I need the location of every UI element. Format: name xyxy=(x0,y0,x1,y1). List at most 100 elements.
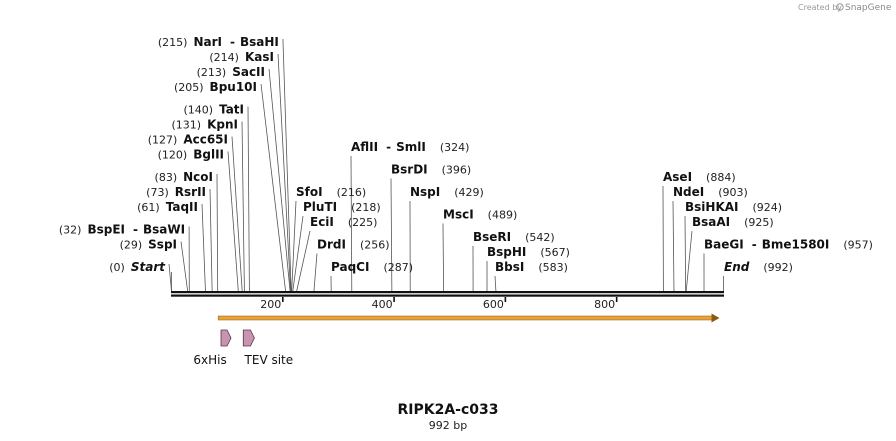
tick-label-800: 800 xyxy=(594,298,615,311)
site-nspI: NspI (429) xyxy=(410,185,484,199)
snapgene-logo-icon xyxy=(836,3,844,11)
feature-arrow-6xhis xyxy=(220,329,232,347)
site-name: BbsI xyxy=(495,260,524,274)
site-line-narI xyxy=(282,38,292,292)
snapgene-logo: Created by SnapGene xyxy=(798,3,892,13)
site-line-pluTI xyxy=(292,215,304,292)
site-position: (218) xyxy=(351,201,381,214)
site-name: Start xyxy=(131,260,166,274)
site-position: (924) xyxy=(753,201,783,214)
site-bpu10I: Bpu10I (205) xyxy=(174,80,257,94)
site-position: (61) xyxy=(137,201,160,214)
site-position: (140) xyxy=(183,104,213,117)
site-lines xyxy=(168,38,724,292)
site-position: (83) xyxy=(155,171,178,184)
site-line-bsiHKAI xyxy=(684,215,687,292)
site-line-bbsI xyxy=(494,275,497,292)
site-line-bsrDI xyxy=(390,178,393,292)
site-name: BsiHKAI xyxy=(685,200,739,214)
site-position: (215) xyxy=(158,36,188,49)
site-name: SspI xyxy=(148,238,177,252)
site-name: BsaAI xyxy=(692,215,730,229)
feature-label-tev: TEV site xyxy=(244,353,294,367)
site-line-ncoI xyxy=(216,173,219,292)
site-position: (324) xyxy=(440,141,470,154)
site-baeGI: BaeGI - Bme1580I (957) xyxy=(704,238,873,252)
site-name: DrdI xyxy=(317,238,346,252)
site-line-kasI xyxy=(277,53,291,292)
site-aflII: AflII - SmlI (324) xyxy=(351,140,469,154)
tick-200 xyxy=(281,297,284,302)
site-position: (287) xyxy=(383,261,413,274)
site-position: (213) xyxy=(197,66,227,79)
feature-label-6xhis: 6xHis xyxy=(193,353,226,367)
site-position: (542) xyxy=(525,231,555,244)
site-tatI: TatI (140) xyxy=(183,103,244,117)
map-length: 992 bp xyxy=(429,419,467,432)
site-aseI: AseI (884) xyxy=(663,170,736,184)
site-paqCI: PaqCI (287) xyxy=(331,260,413,274)
site-line-ndeI xyxy=(672,200,675,292)
site-ndeI: NdeI (903) xyxy=(673,185,748,199)
site-line-taqII xyxy=(201,203,206,292)
tick-label-600: 600 xyxy=(483,298,504,311)
site-bsiHKAI: BsiHKAI (924) xyxy=(685,200,782,214)
site-name: EciI xyxy=(310,215,334,229)
site-dash: - xyxy=(752,238,757,252)
site-line-sfoI xyxy=(291,200,297,292)
site-line-aflII xyxy=(350,155,353,292)
site-position: (216) xyxy=(337,186,367,199)
site-name: SacII xyxy=(232,65,265,79)
site-position: (131) xyxy=(172,119,202,132)
site-name: BseRI xyxy=(473,230,511,244)
site-bsaAI: BsaAI (925) xyxy=(692,215,774,229)
site-position: (205) xyxy=(174,81,204,94)
site-partner-name: BsaWI xyxy=(143,223,185,237)
logo-name: SnapGene xyxy=(845,3,892,13)
site-position: (396) xyxy=(442,164,472,177)
site-position: (884) xyxy=(706,171,736,184)
site-name: BglII xyxy=(193,148,224,162)
site-bglII: BglII (120) xyxy=(158,148,224,162)
site-position: (73) xyxy=(146,186,169,199)
site-position: (429) xyxy=(454,186,484,199)
site-dash: - xyxy=(133,223,138,237)
site-mscI: MscI (489) xyxy=(443,208,517,222)
site-position: (925) xyxy=(744,216,774,229)
site-bsrDI: BsrDI (396) xyxy=(391,163,471,177)
site-drdI: DrdI (256) xyxy=(317,238,390,252)
site-bbsI: BbsI (583) xyxy=(495,260,568,274)
site-name: KasI xyxy=(245,50,274,64)
site-position: (957) xyxy=(843,239,873,252)
site-partner-name: BsaHI xyxy=(240,35,279,49)
site-position: (489) xyxy=(488,209,518,222)
site-name: NcoI xyxy=(183,170,213,184)
site-position: (120) xyxy=(158,149,188,162)
site-name: BsrDI xyxy=(391,163,428,177)
site-pluTI: PluTI (218) xyxy=(303,200,381,214)
site-name: PaqCI xyxy=(331,260,369,274)
site-narI: NarI (215) - BsaHI xyxy=(158,35,279,49)
site-position: (567) xyxy=(540,246,570,259)
site-line-kpnI xyxy=(241,121,245,292)
backbone-bottom-strand xyxy=(171,294,724,297)
site-position: (256) xyxy=(360,239,390,252)
site-name: BspHI xyxy=(487,245,526,259)
orf-arrowhead xyxy=(711,313,720,323)
site-line-bpu10I xyxy=(260,83,286,292)
tick-label-400: 400 xyxy=(372,298,393,311)
site-kasI: KasI (214) xyxy=(209,50,274,64)
site-line-start xyxy=(168,263,172,292)
site-end: End (992) xyxy=(724,260,793,274)
site-name: PluTI xyxy=(303,200,337,214)
site-name: Bpu10I xyxy=(210,80,257,94)
site-name: NspI xyxy=(410,185,440,199)
site-name: SfoI xyxy=(296,185,323,199)
site-name: End xyxy=(724,260,750,274)
site-line-bglII xyxy=(227,151,239,292)
site-position: (992) xyxy=(763,261,793,274)
site-taqII: TaqII (61) xyxy=(137,200,198,214)
site-name: BspEI xyxy=(87,223,125,237)
